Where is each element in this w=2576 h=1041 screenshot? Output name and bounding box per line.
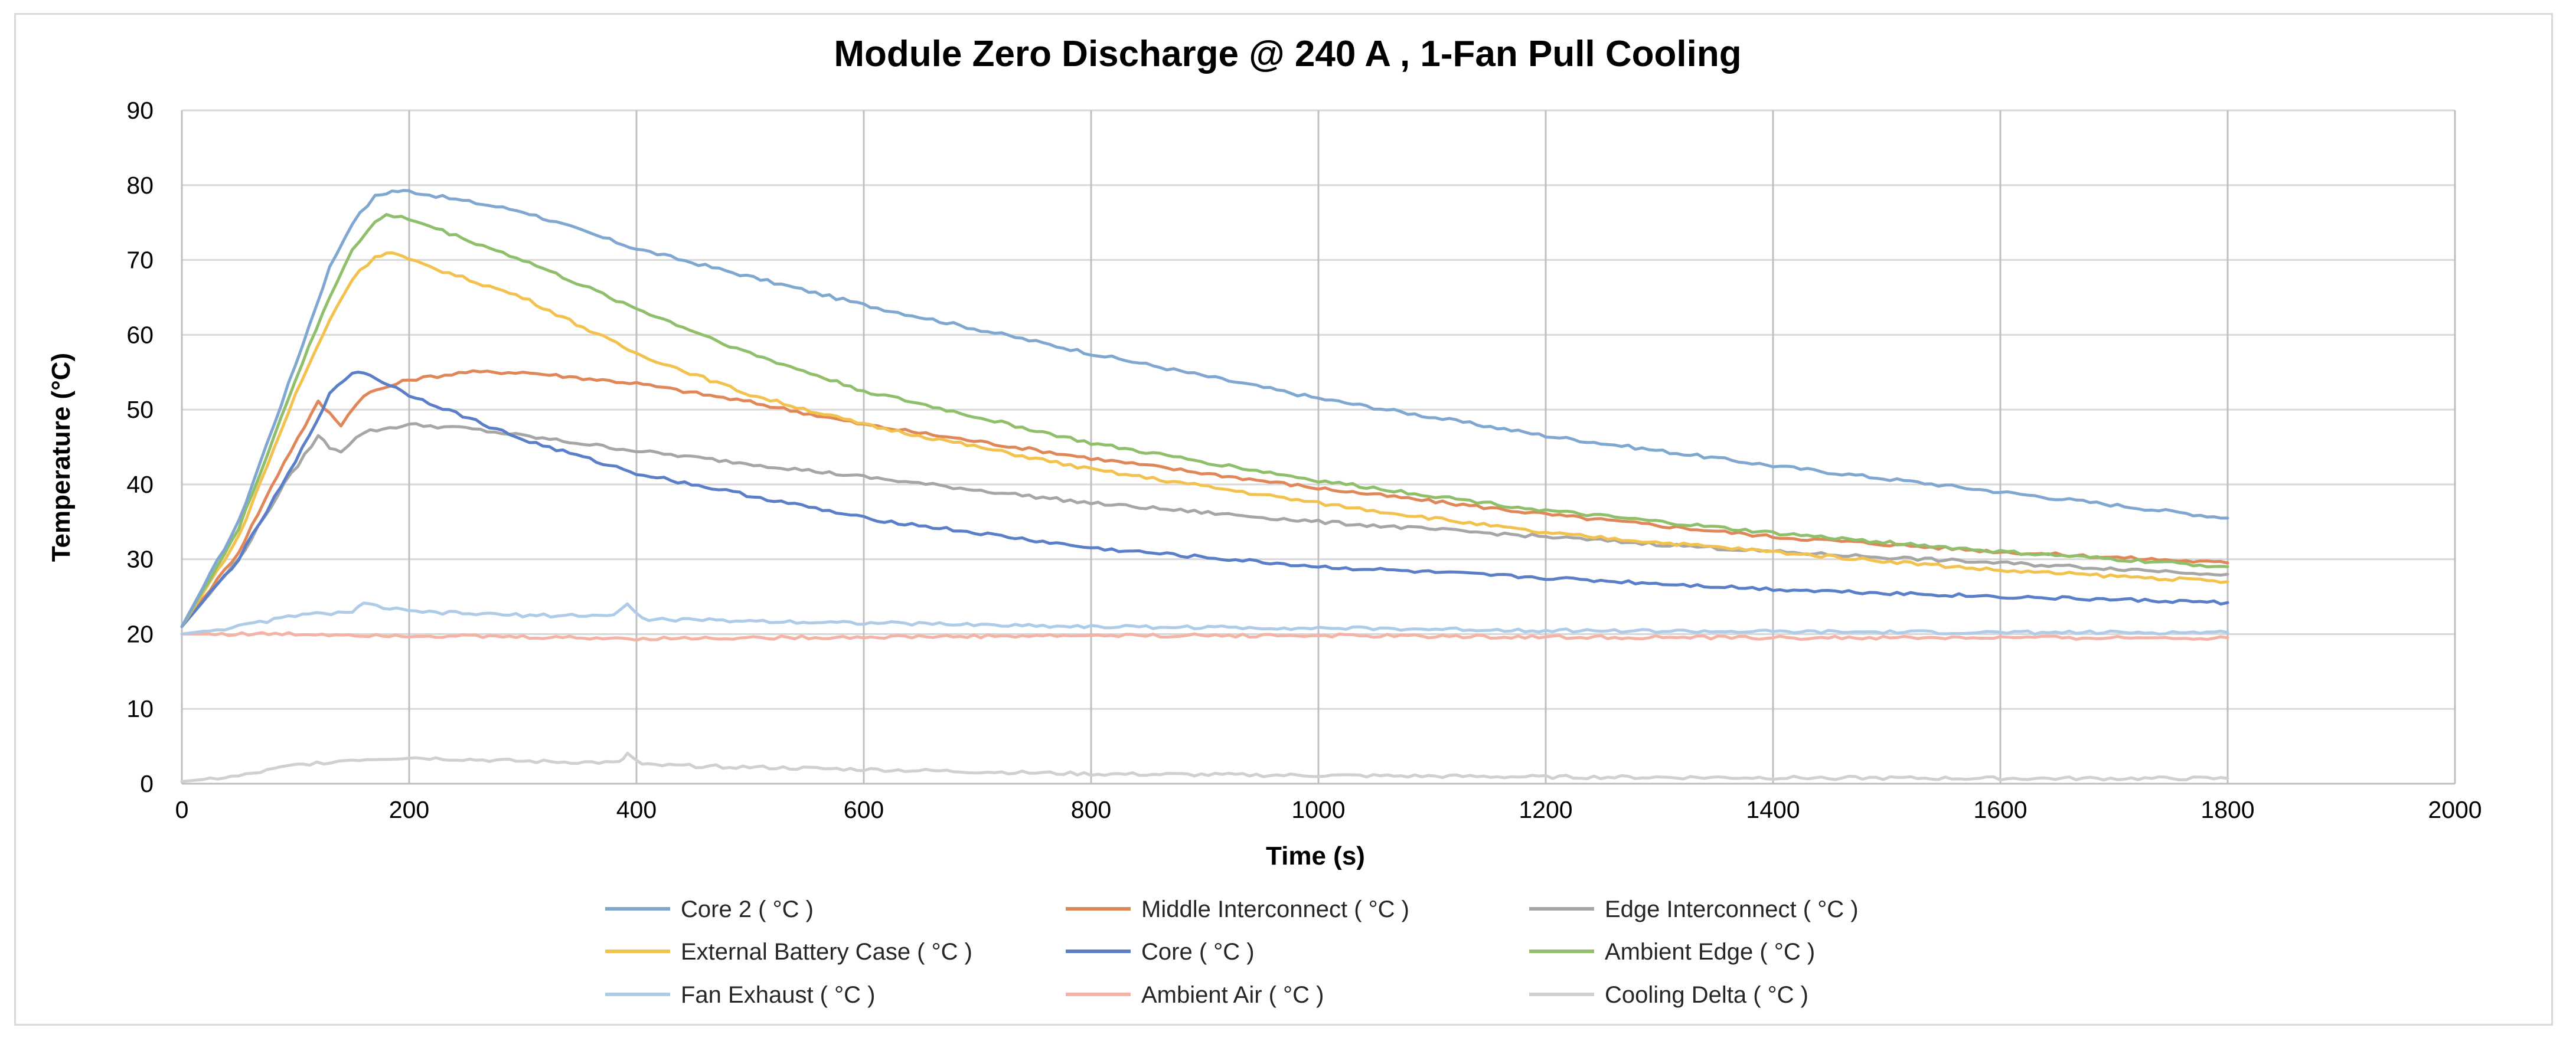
x-tick-label: 0 bbox=[175, 796, 189, 823]
y-tick-label: 70 bbox=[126, 247, 154, 274]
gridlines bbox=[181, 109, 2456, 785]
legend-entry: Cooling Delta ( °C ) bbox=[1605, 982, 1808, 1008]
series-line bbox=[180, 371, 2229, 628]
y-tick-label: 50 bbox=[126, 396, 154, 423]
y-tick-label: 10 bbox=[126, 695, 154, 722]
y-tick-label: 60 bbox=[126, 321, 154, 348]
x-tick-label: 1800 bbox=[2200, 796, 2254, 823]
x-tick-label: 1600 bbox=[1973, 796, 2027, 823]
x-tick-label: 1000 bbox=[1291, 796, 1345, 823]
legend-entry: Ambient Edge ( °C ) bbox=[1605, 939, 1815, 965]
chart-frame bbox=[14, 13, 2553, 1026]
axes: 0 10 20 30 40 50 60 70 80 90 0 200 400 600 800 1000 1200… bbox=[126, 97, 2482, 823]
legend-entry: Ambient Air ( °C ) bbox=[1141, 982, 1324, 1008]
series-line bbox=[180, 631, 2229, 642]
series-line bbox=[180, 251, 2229, 628]
legend-entry: Middle Interconnect ( °C ) bbox=[1141, 896, 1409, 922]
legend-entry: External Battery Case ( °C ) bbox=[681, 939, 972, 965]
x-tick-label: 1200 bbox=[1519, 796, 1572, 823]
series-line bbox=[180, 601, 2229, 636]
x-tick-label: 2000 bbox=[2428, 796, 2482, 823]
x-tick-label: 1400 bbox=[1746, 796, 1800, 823]
series-line bbox=[180, 189, 2229, 628]
series-line bbox=[180, 422, 2229, 628]
legend-entry: Fan Exhaust ( °C ) bbox=[681, 982, 875, 1008]
y-tick-label: 0 bbox=[140, 770, 154, 797]
legend: Core 2 ( °C ) Middle Interconnect ( °C ) E… bbox=[605, 896, 1859, 1008]
y-tick-label: 80 bbox=[126, 172, 154, 199]
x-axis-label: Time (s) bbox=[1266, 842, 1365, 870]
y-tick-label: 40 bbox=[126, 471, 154, 498]
x-tick-label: 600 bbox=[844, 796, 884, 823]
legend-entry: Edge Interconnect ( °C ) bbox=[1605, 896, 1859, 922]
series-lines bbox=[180, 189, 2229, 783]
series-line bbox=[180, 212, 2229, 628]
x-tick-label: 800 bbox=[1071, 796, 1111, 823]
legend-entry: Core ( °C ) bbox=[1141, 939, 1255, 965]
y-tick-label: 20 bbox=[126, 620, 154, 647]
chart-title: Module Zero Discharge @ 240 A , 1-Fan Pu… bbox=[834, 34, 1741, 74]
y-tick-label: 90 bbox=[126, 97, 154, 124]
legend-entry: Core 2 ( °C ) bbox=[681, 896, 814, 922]
x-tick-label: 400 bbox=[616, 796, 657, 823]
y-axis-label: Temperature (°C) bbox=[47, 353, 76, 562]
series-line bbox=[180, 369, 2229, 628]
series-line bbox=[180, 751, 2229, 783]
y-tick-label: 30 bbox=[126, 546, 154, 573]
x-tick-label: 200 bbox=[389, 796, 429, 823]
